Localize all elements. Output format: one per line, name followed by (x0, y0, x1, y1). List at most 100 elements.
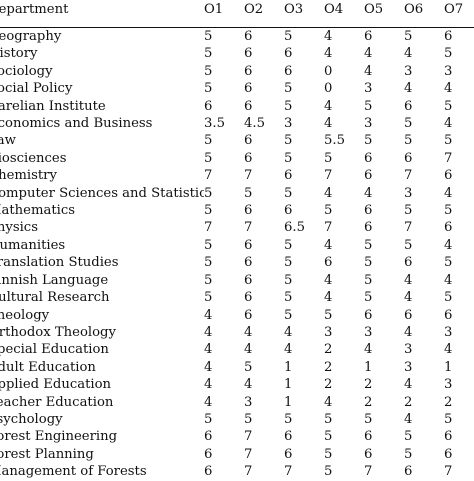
score-cell-o1: 4 (204, 359, 213, 375)
table-row: Geography 5 6 5 4 6 5 6 (0, 28, 474, 46)
column-header-o2: O2 (244, 2, 264, 17)
score-cell-o5: 5 (364, 272, 373, 288)
score-cell-o6: 3 (404, 63, 413, 79)
department-cell: Orthodox Theology (0, 324, 116, 340)
score-cell-o1: 6 (204, 429, 213, 445)
score-cell-o7: 4 (444, 272, 453, 288)
score-cell-o5: 1 (364, 359, 373, 375)
score-cell-o7: 3 (444, 63, 453, 79)
score-cell-o7: 6 (444, 307, 453, 323)
department-cell: Social Policy (0, 81, 73, 97)
score-cell-o2: 6 (244, 237, 253, 253)
department-cell: Karelian Institute (0, 98, 106, 114)
score-cell-o6: 6 (404, 255, 413, 271)
score-cell-o7: 5 (444, 411, 453, 427)
score-cell-o1: 5 (204, 133, 213, 149)
score-cell-o2: 6 (244, 81, 253, 97)
department-cell: Forest Engineering (0, 429, 118, 445)
score-cell-o5: 5 (364, 411, 373, 427)
table-row: Translation Studies 5 6 5 6 5 6 5 (0, 254, 474, 271)
table-row: Humanities 5 6 5 4 5 5 4 (0, 237, 474, 254)
score-cell-o4: 5 (324, 307, 333, 323)
score-cell-o6: 4 (404, 290, 413, 306)
table-header-row: Department O1 O2 O3 O4 O5 O6 O7 (0, 0, 474, 23)
score-cell-o5: 7 (364, 464, 373, 480)
score-cell-o7: 3 (444, 377, 453, 393)
score-cell-o5: 4 (364, 46, 373, 62)
score-cell-o5: 3 (364, 324, 373, 340)
score-cell-o3: 3 (284, 116, 293, 132)
score-cell-o5: 5 (364, 255, 373, 271)
score-cell-o2: 6 (244, 272, 253, 288)
score-cell-o2: 6 (244, 63, 253, 79)
score-cell-o6: 6 (404, 464, 413, 480)
score-cell-o7: 4 (444, 81, 453, 97)
table-row: Theology 4 6 5 5 6 6 6 (0, 307, 474, 324)
score-cell-o4: 2 (324, 342, 333, 358)
score-cell-o7: 2 (444, 394, 453, 410)
score-cell-o4: 0 (324, 81, 333, 97)
score-cell-o4: 4 (324, 29, 333, 44)
score-cell-o6: 4 (404, 81, 413, 97)
department-cell: Finnish Language (0, 272, 109, 288)
score-cell-o5: 2 (364, 377, 373, 393)
department-cell: Psychology (0, 411, 63, 427)
score-cell-o2: 6 (244, 98, 253, 114)
score-cell-o6: 4 (404, 324, 413, 340)
score-cell-o3: 4 (284, 342, 293, 358)
table-row: Chemistry 7 7 6 7 6 7 6 (0, 167, 474, 184)
score-cell-o6: 6 (404, 98, 413, 114)
score-cell-o7: 5 (444, 98, 453, 114)
department-cell: Law (0, 133, 16, 149)
score-cell-o1: 6 (204, 446, 213, 462)
score-cell-o3: 5 (284, 255, 293, 271)
score-cell-o2: 7 (244, 464, 253, 480)
score-cell-o6: 5 (404, 29, 413, 44)
table-row: Sociology 5 6 6 0 4 3 3 (0, 63, 474, 80)
score-cell-o7: 7 (444, 150, 453, 166)
column-header-o4: O4 (324, 2, 344, 17)
score-cell-o4: 5 (324, 411, 333, 427)
table-row: Teacher Education 4 3 1 4 2 2 2 (0, 394, 474, 411)
score-cell-o5: 3 (364, 81, 373, 97)
score-cell-o7: 5 (444, 290, 453, 306)
score-cell-o6: 4 (404, 377, 413, 393)
score-cell-o7: 4 (444, 237, 453, 253)
score-cell-o3: 5 (284, 98, 293, 114)
header-rule-row (0, 23, 474, 28)
score-cell-o1: 7 (204, 168, 213, 184)
score-cell-o4: 5 (324, 446, 333, 462)
score-cell-o3: 5 (284, 150, 293, 166)
score-cell-o6: 5 (404, 116, 413, 132)
score-cell-o7: 6 (444, 446, 453, 462)
score-cell-o3: 5 (284, 185, 293, 201)
column-header-o5: O5 (364, 2, 384, 17)
department-cell: Cultural Research (0, 290, 110, 306)
score-cell-o4: 4 (324, 394, 333, 410)
score-cell-o6: 3 (404, 342, 413, 358)
score-cell-o1: 3.5 (204, 116, 225, 132)
score-cell-o1: 5 (204, 411, 213, 427)
score-cell-o4: 5.5 (324, 133, 345, 149)
department-cell: Theology (0, 307, 50, 323)
score-cell-o5: 6 (364, 203, 373, 219)
score-cell-o4: 7 (324, 220, 333, 236)
score-cell-o3: 5 (284, 272, 293, 288)
score-cell-o4: 4 (324, 272, 333, 288)
score-cell-o4: 5 (324, 150, 333, 166)
score-cell-o5: 5 (364, 237, 373, 253)
table-row: History 5 6 6 4 4 4 5 (0, 45, 474, 62)
score-cell-o5: 4 (364, 63, 373, 79)
score-cell-o5: 6 (364, 446, 373, 462)
score-cell-o1: 5 (204, 185, 213, 201)
score-cell-o4: 7 (324, 168, 333, 184)
table-row: Forest Engineering 6 7 6 5 6 5 6 (0, 428, 474, 445)
score-cell-o1: 5 (204, 203, 213, 219)
score-cell-o3: 6.5 (284, 220, 305, 236)
score-cell-o5: 4 (364, 185, 373, 201)
score-cell-o4: 2 (324, 377, 333, 393)
column-header-o7: O7 (444, 2, 464, 17)
score-cell-o5: 6 (364, 429, 373, 445)
score-cell-o3: 5 (284, 29, 293, 44)
score-cell-o1: 4 (204, 307, 213, 323)
